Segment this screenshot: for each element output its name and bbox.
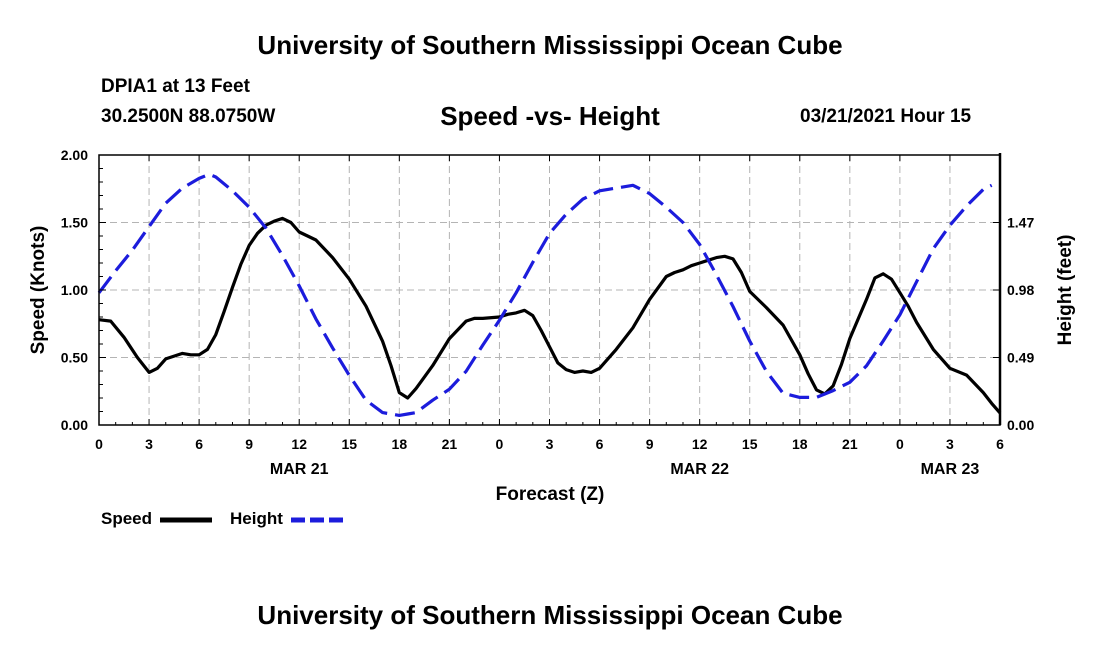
- x-tick-label: 15: [742, 436, 758, 452]
- header-title: University of Southern Mississippi Ocean…: [257, 30, 843, 60]
- station-coords: 30.2500N 88.0750W: [101, 106, 276, 127]
- x-tick-label: 15: [341, 436, 357, 452]
- x-tick-label: 9: [245, 436, 253, 452]
- y-tick-label: 1.50: [61, 215, 88, 231]
- y2-tick-label: 1.47: [1007, 215, 1034, 231]
- y-tick-label: 2.00: [61, 147, 88, 163]
- series-line-speed: [98, 216, 1002, 414]
- y-tick-label: 0.00: [61, 417, 88, 433]
- x-tick-label: 21: [842, 436, 858, 452]
- x-tick-label: 6: [195, 436, 203, 452]
- x-tick-label: 12: [692, 436, 708, 452]
- chart-timestamp: 03/21/2021 Hour 15: [800, 106, 972, 127]
- x-tick-label: 6: [596, 436, 604, 452]
- x-tick-label: 12: [291, 436, 307, 452]
- series-line-height: [97, 172, 993, 417]
- y2-tick-label: 0.00: [1007, 417, 1034, 433]
- grid: [99, 155, 1000, 425]
- x-tick-label: 0: [896, 436, 904, 452]
- x-tick-label: 18: [392, 436, 408, 452]
- x-axis-title: Forecast (Z): [496, 484, 605, 505]
- legend-height-label: Height: [230, 509, 283, 528]
- date-label: MAR 23: [921, 461, 980, 478]
- y2-axis-title: Height (feet): [1055, 235, 1076, 346]
- y2-tick-label: 0.49: [1007, 350, 1034, 366]
- footer-title: University of Southern Mississippi Ocean…: [257, 600, 843, 630]
- date-label: MAR 22: [670, 461, 729, 478]
- date-label: MAR 21: [270, 461, 329, 478]
- x-tick-label: 0: [95, 436, 103, 452]
- x-tick-label: 3: [145, 436, 153, 452]
- x-tick-label: 9: [646, 436, 654, 452]
- x-tick-label: 0: [496, 436, 504, 452]
- x-tick-label: 3: [546, 436, 554, 452]
- x-tick-label: 18: [792, 436, 808, 452]
- x-tick-label: 3: [946, 436, 954, 452]
- x-tick-label: 6: [996, 436, 1004, 452]
- y-tick-label: 0.50: [61, 350, 88, 366]
- legend-speed-label: Speed: [101, 509, 153, 528]
- series-layer: [97, 172, 1002, 417]
- y2-tick-label: 0.98: [1007, 282, 1034, 298]
- chart-title: Speed -vs- Height: [440, 101, 660, 131]
- tick-labels: 0 3 6 9 12 15 18 21 0 3 6 9 12 15 18 21 0 3 60.000.501.001…: [61, 147, 1035, 478]
- x-tick-label: 21: [442, 436, 458, 452]
- y-axis-title: Speed (Knots): [28, 226, 49, 355]
- station-name: DPIA1 at 13 Feet: [101, 76, 250, 97]
- axes: [98, 153, 1002, 426]
- y-tick-label: 1.00: [61, 282, 88, 298]
